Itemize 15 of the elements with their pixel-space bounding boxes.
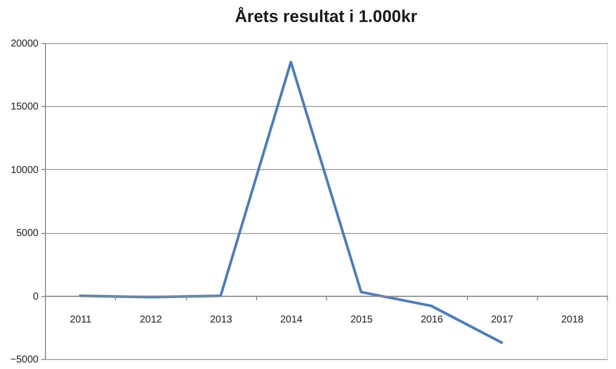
x-tick-label: 2011 (70, 314, 92, 326)
x-tick-label: 2016 (420, 314, 444, 326)
x-tick-label: 2015 (350, 314, 374, 326)
x-tick-label: 2012 (140, 314, 162, 326)
x-tick-label: 2013 (210, 314, 233, 326)
y-tick-label: 15000 (10, 102, 39, 113)
y-tick-label: 5000 (16, 228, 39, 240)
y-tick-label: 10000 (10, 164, 39, 176)
x-tick-label: 2014 (280, 314, 303, 326)
chart-title: Årets resultat i 1.000kr (234, 7, 418, 26)
y-tick-label: 0 (32, 291, 39, 302)
x-tick-label: 2017 (491, 314, 514, 326)
y-tick-label: −5000 (10, 354, 39, 366)
y-tick-label: 20000 (10, 38, 39, 50)
x-tick-label: 2018 (561, 314, 584, 326)
